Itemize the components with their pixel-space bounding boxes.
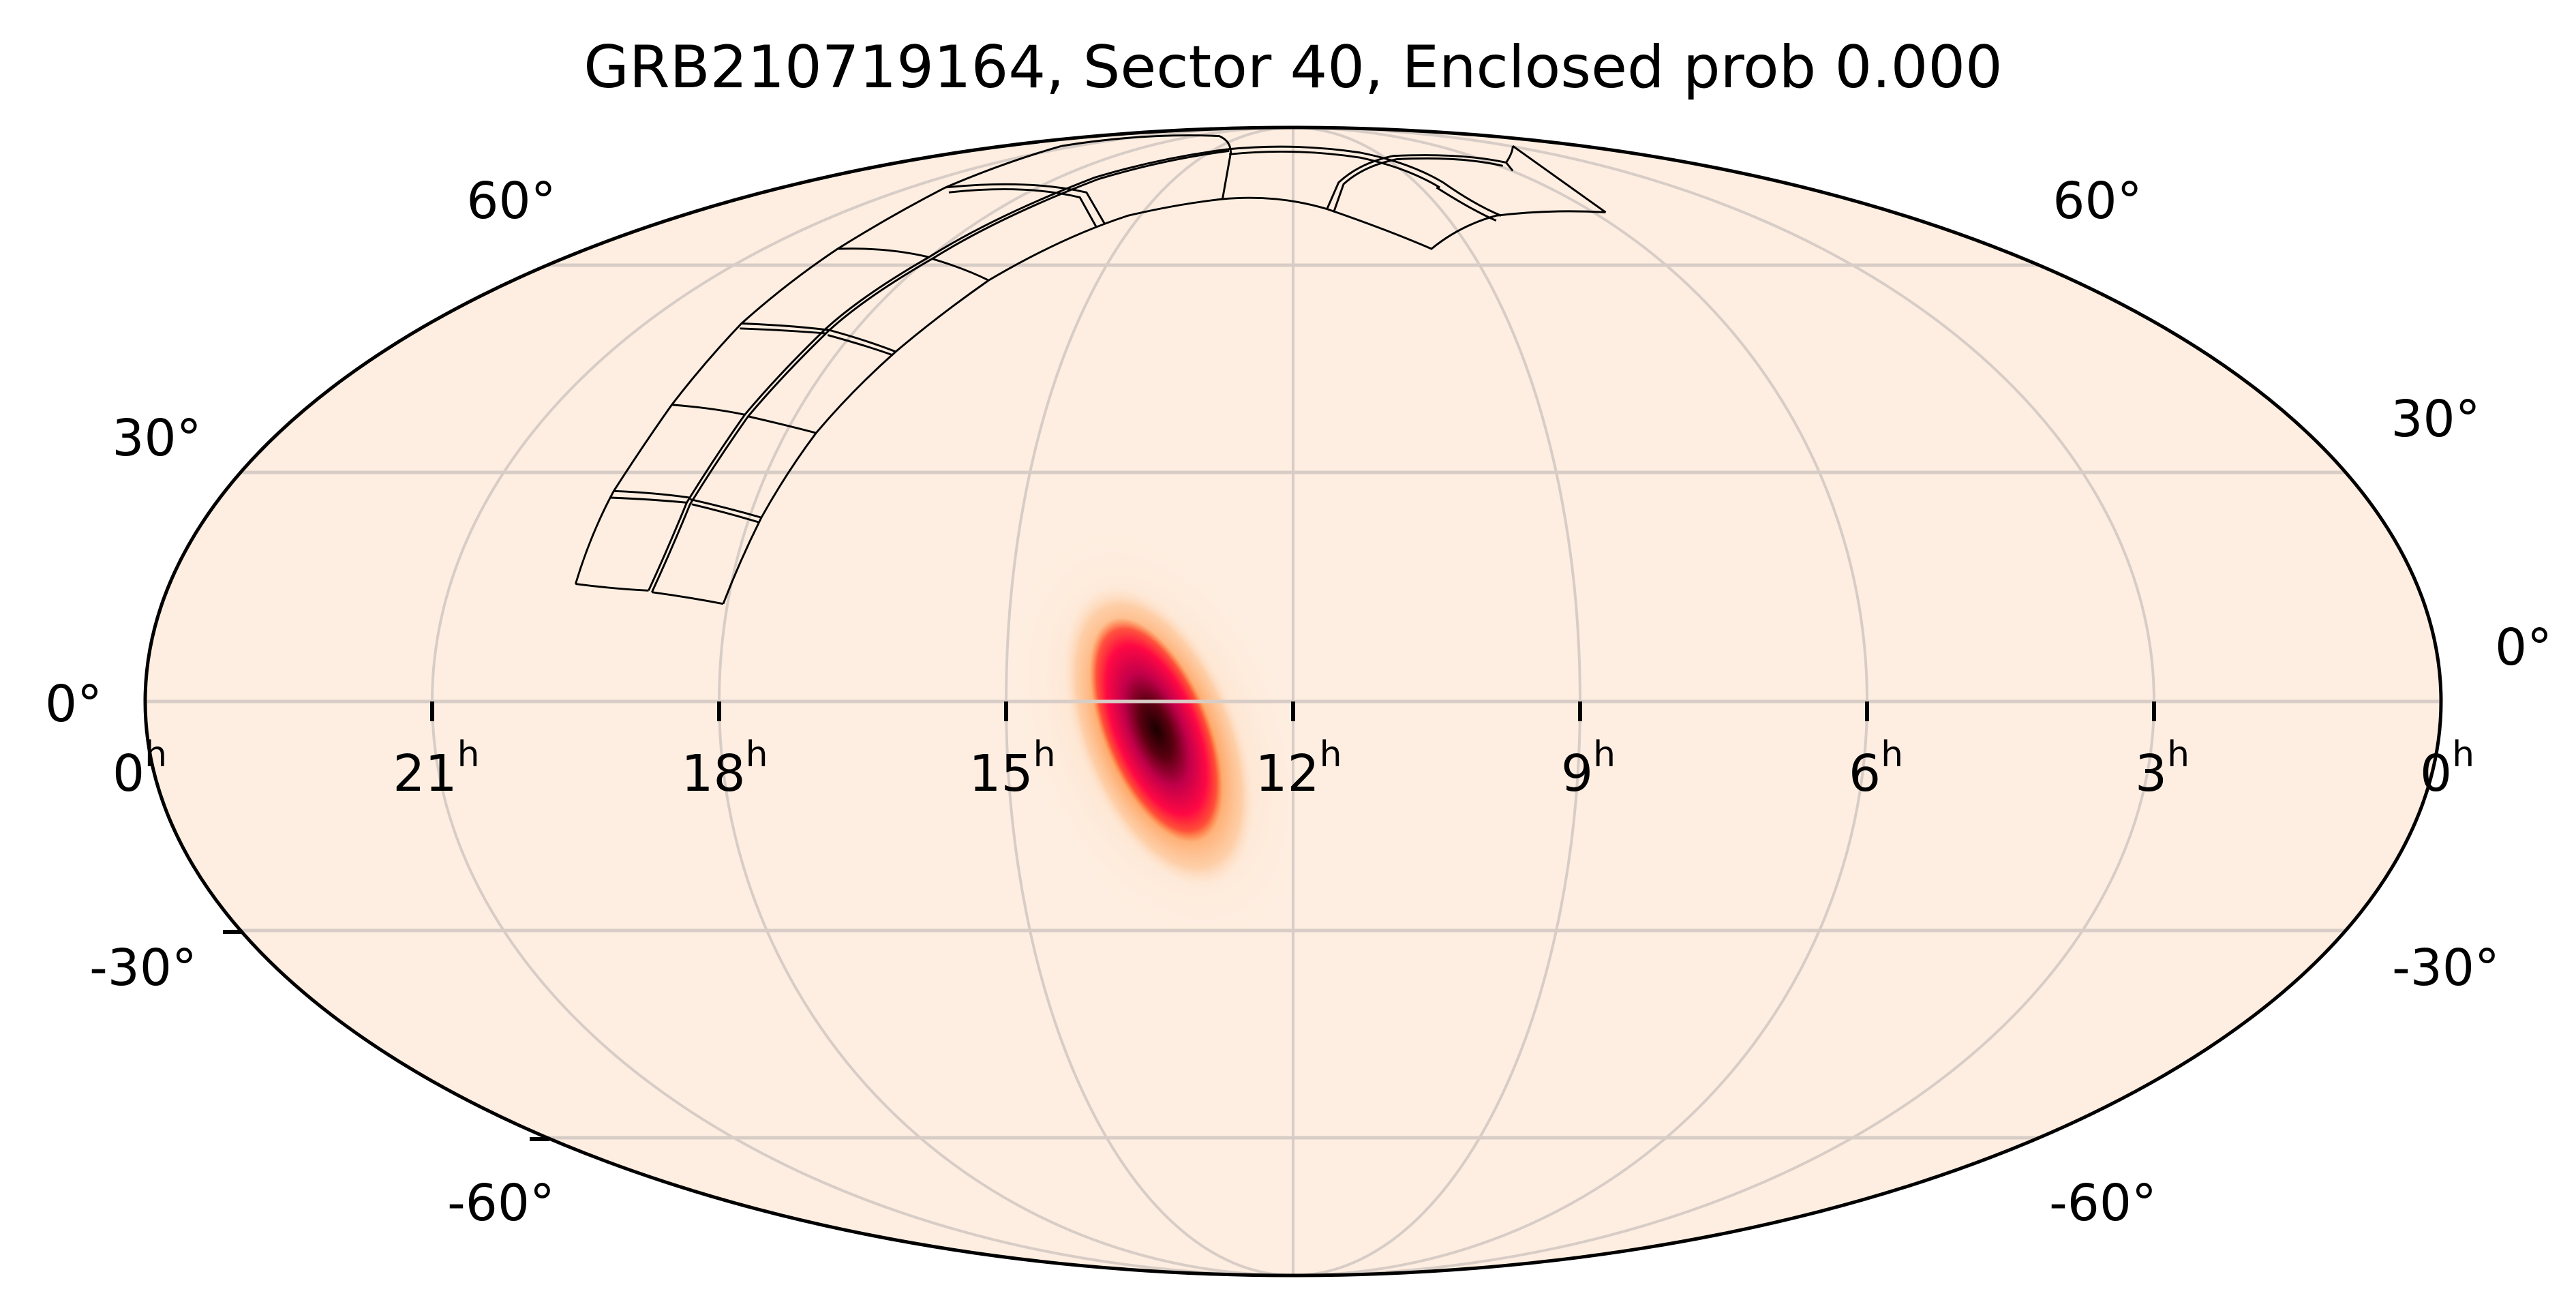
dec-label-left-60: 60° [466, 172, 556, 230]
svg-text:18h: 18h [681, 734, 768, 803]
dec-label-right-60: 60° [2052, 172, 2142, 230]
sector-footprint-tiles [574, 134, 1607, 605]
ra-label: 12 [1255, 744, 1319, 803]
ra-ticks [430, 701, 2156, 721]
dec-tick-labels-left: 60° 30° 0° -30° -60° [45, 172, 556, 1233]
dec-label-right-30: 30° [2391, 390, 2480, 449]
ra-label: 6 [1849, 744, 1881, 803]
sky-map-border [143, 125, 2443, 1278]
svg-text:6h: 6h [1849, 734, 1903, 803]
ra-label: 3 [2135, 744, 2167, 803]
ra-label: 18 [681, 744, 745, 803]
ra-label: 9 [1561, 744, 1593, 803]
dec-label-left-minus60: -60° [447, 1174, 555, 1233]
svg-text:21h: 21h [393, 734, 479, 803]
dec-label-right-minus60: -60° [2049, 1174, 2157, 1233]
svg-text:15h: 15h [969, 734, 1055, 803]
svg-text:3h: 3h [2135, 734, 2189, 803]
ra-label: 15 [969, 744, 1033, 803]
dec-ticks [223, 930, 549, 1141]
ra-label: 21 [393, 744, 457, 803]
dec-label-right-minus30: -30° [2392, 939, 2500, 997]
svg-text:0h: 0h [112, 734, 167, 803]
dec-label-left-0: 0° [45, 675, 102, 734]
ra-tick-labels: 0h 21h 18h 15h 12h 9h 6h 3h 0h [112, 734, 2474, 803]
dec-label-left-30: 30° [112, 409, 201, 468]
ra-label: 0 [112, 744, 145, 803]
localization-probability-blob [1007, 521, 1311, 952]
svg-text:9h: 9h [1561, 734, 1616, 803]
chart-title: GRB210719164, Sector 40, Enclosed prob 0… [584, 33, 2003, 102]
dec-label-right-0: 0° [2495, 618, 2552, 677]
dec-label-left-minus30: -30° [89, 939, 197, 997]
ra-label: 0 [2420, 744, 2452, 803]
svg-text:12h: 12h [1255, 734, 1342, 803]
svg-text:0h: 0h [2420, 734, 2474, 803]
dec-tick-labels-right: 60° 30° 0° -30° -60° [2049, 172, 2552, 1233]
